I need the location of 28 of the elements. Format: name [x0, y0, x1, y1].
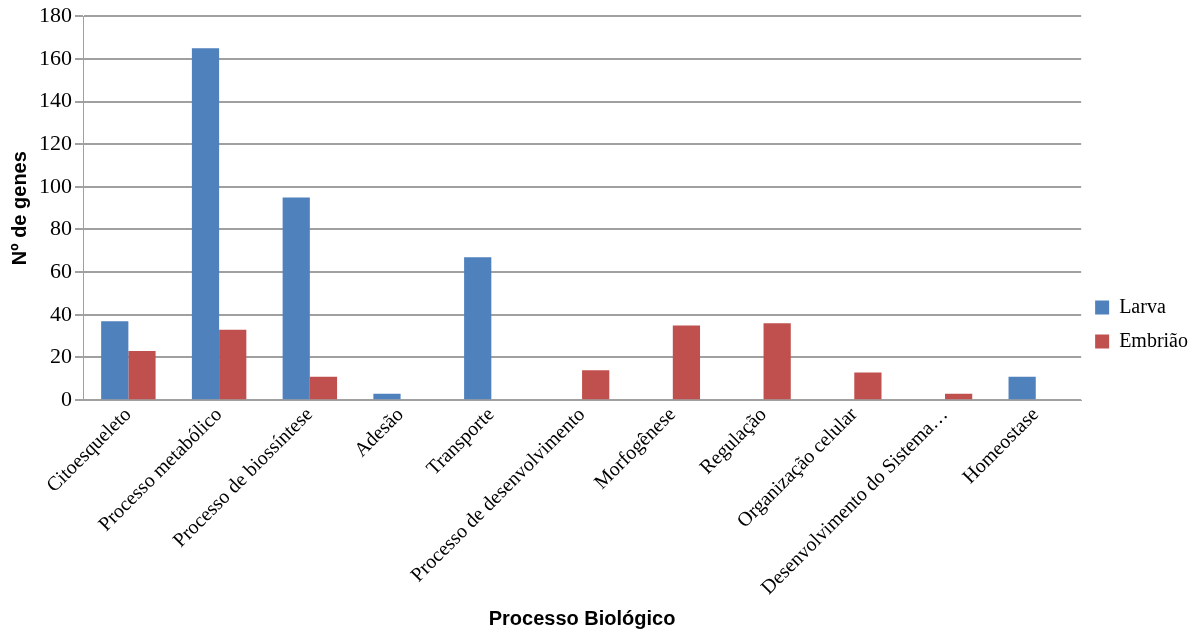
y-tick-label: 160 — [39, 44, 72, 70]
y-tick-label: 60 — [50, 257, 72, 283]
bar — [282, 197, 310, 400]
bar — [582, 370, 610, 400]
bar — [854, 372, 882, 400]
bar — [1008, 376, 1036, 400]
legend-label: Larva — [1119, 294, 1166, 317]
y-tick-label: 100 — [39, 172, 72, 198]
bar — [464, 257, 492, 400]
x-axis-title: Processo Biológico — [488, 606, 676, 629]
bar — [672, 325, 701, 400]
bar — [191, 48, 220, 400]
bar — [945, 393, 973, 400]
y-tick-label: 20 — [50, 343, 72, 369]
bar — [763, 323, 791, 400]
bar — [309, 376, 338, 400]
y-tick-label: 40 — [50, 300, 72, 326]
y-tick-label: 180 — [39, 1, 72, 27]
y-axis-title: Nº de genes — [7, 151, 30, 266]
bar — [373, 393, 401, 400]
legend-label: Embrião — [1119, 328, 1189, 351]
y-tick-label: 120 — [39, 129, 72, 155]
bar — [219, 329, 247, 400]
bar — [128, 351, 156, 400]
y-tick-label: 140 — [39, 87, 72, 113]
bar — [101, 321, 129, 400]
y-tick-label: 0 — [61, 385, 72, 411]
y-tick-label: 80 — [50, 215, 72, 241]
